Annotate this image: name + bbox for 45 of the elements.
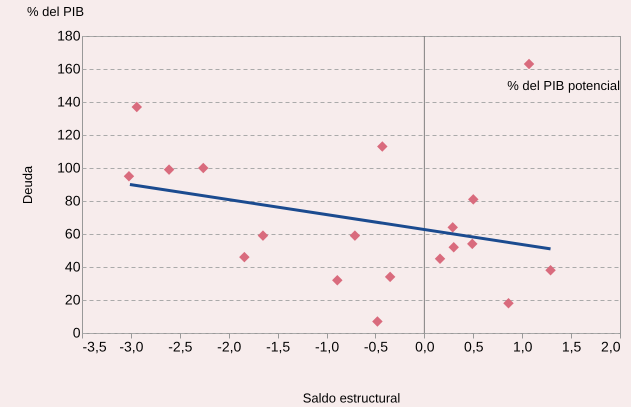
x-tick-label: -1,5 xyxy=(266,338,290,354)
point xyxy=(434,254,446,264)
x-tick-label: -3,5 xyxy=(82,338,107,354)
y-tick-label: 180 xyxy=(57,28,81,44)
point xyxy=(524,58,534,70)
y-tick-label: 100 xyxy=(57,160,81,176)
point xyxy=(198,162,209,174)
point xyxy=(164,164,174,175)
point xyxy=(377,141,388,152)
point xyxy=(545,265,556,276)
x-tick-label: -2,5 xyxy=(168,338,193,354)
point xyxy=(467,238,478,250)
point xyxy=(239,252,250,262)
y-tick-label: 120 xyxy=(57,126,81,142)
y-tick-label: 160 xyxy=(57,60,81,76)
x-tick-label: 1,0 xyxy=(512,338,533,354)
y-tick-label: 0 xyxy=(72,324,81,340)
x-tick-label: -1,0 xyxy=(314,338,340,354)
x-tick-label: -3,0 xyxy=(119,338,144,354)
y-tick-label: 40 xyxy=(64,258,81,274)
point xyxy=(372,316,383,327)
x-tick-label: 2,0 xyxy=(601,338,621,354)
y-tick-label: 140 xyxy=(57,94,81,110)
point xyxy=(124,171,134,182)
point xyxy=(132,102,142,112)
x-tick-label: 0,5 xyxy=(464,338,484,354)
y-tick-label: 60 xyxy=(64,226,81,242)
point xyxy=(384,272,396,282)
point xyxy=(350,230,360,241)
point xyxy=(332,274,343,286)
y-axis-title: Deuda xyxy=(20,165,36,204)
annotation: % del PIB potencial xyxy=(507,78,620,93)
point xyxy=(468,194,479,205)
text: % del PIB xyxy=(27,4,84,19)
point xyxy=(447,222,458,233)
y-tick-label: 80 xyxy=(64,192,81,208)
point xyxy=(503,298,514,309)
y-tick-label: 20 xyxy=(64,292,81,308)
point xyxy=(448,242,459,252)
x-tick-label: -0,5 xyxy=(364,338,388,354)
x-tick-label: 0,0 xyxy=(415,338,435,354)
x-tick-label: 1,5 xyxy=(562,338,582,354)
x-axis-title: Saldo estructural xyxy=(302,390,400,406)
point xyxy=(258,230,268,241)
x-tick-label: -2,0 xyxy=(217,338,242,354)
